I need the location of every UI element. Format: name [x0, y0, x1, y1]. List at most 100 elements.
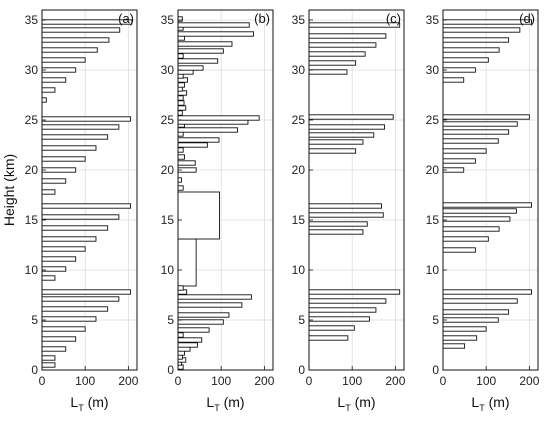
panel-b-block-0: [177, 238, 197, 287]
panel-a-bar-28: [41, 67, 77, 73]
panel-c-frame: [308, 9, 405, 371]
panel-c-ytick-label-1: 5: [298, 313, 305, 327]
panel-a-bar-24: [41, 116, 131, 122]
panel-d-ytick-label-3: 15: [426, 213, 440, 227]
panel-d-xtick-label-1: 100: [476, 374, 496, 388]
panel-b-bar-41: [177, 53, 184, 59]
panel-b-ytick-label-2: 10: [161, 263, 175, 277]
panel-a-frame: [41, 9, 138, 371]
panel-c-bar-17: [308, 51, 366, 57]
panel-c-bar-9: [308, 203, 382, 209]
panel-c-xtick-label-2: 200: [385, 374, 405, 388]
panel-a-ylabel: Height (km): [1, 154, 17, 226]
panel-d-bar-7: [442, 247, 476, 253]
panel-d-bar-5: [442, 298, 518, 304]
panel-a-bar-25: [41, 97, 47, 103]
panel-a-bar-13: [41, 236, 97, 242]
panel-d-bar-6: [442, 289, 532, 295]
panel-d-ytick-label-4: 20: [426, 163, 440, 177]
panel-b-bar-47: [177, 22, 250, 28]
panel-c-bar-13: [308, 124, 386, 130]
panel-d-bar-22: [442, 57, 489, 63]
panel-a-ytick-label-2: 10: [25, 263, 39, 277]
panel-d-bar-0: [442, 343, 466, 349]
panel-c-bar-19: [308, 33, 387, 39]
panel-b-label: (b): [254, 11, 270, 26]
panel-b-xtick-label-1: 100: [211, 374, 231, 388]
panel-b-bar-20: [177, 154, 185, 160]
panel-c-ytick-label-3: 15: [292, 213, 306, 227]
panel-d-ytick-label-6: 30: [426, 63, 440, 77]
panel-b-bar-12: [177, 302, 243, 308]
panel-b-bar-25: [177, 127, 239, 133]
panel-d-bar-14: [442, 158, 476, 164]
panel-d-bar-23: [442, 47, 500, 53]
panel-b-bar-29: [177, 110, 183, 116]
panel-c-bar-14: [308, 114, 394, 120]
panel-a-bar-12: [41, 246, 86, 252]
panel-b-xtick-label-0: 0: [175, 374, 182, 388]
panel-c-bar-11: [308, 139, 364, 145]
panel-a-bar-22: [41, 134, 109, 140]
panel-d-bar-20: [442, 77, 465, 83]
panel-b-bar-9: [177, 327, 210, 333]
panel-d-ytick-label-7: 35: [426, 13, 440, 27]
panel-c-ytick-label-7: 35: [292, 13, 306, 27]
panel-a-bar-15: [41, 214, 120, 220]
panel-c-bar-5: [308, 289, 401, 295]
panel-d-ytick-label-0: 0: [432, 363, 439, 377]
panel-b-ytick-label-7: 35: [161, 13, 175, 27]
panel-a-bar-23: [41, 124, 120, 130]
panel-a-bar-16: [41, 203, 131, 209]
panel-c-xlabel: LT (m): [337, 394, 375, 413]
panel-a-bar-1: [41, 355, 56, 361]
panel-a-bar-11: [41, 256, 77, 262]
panel-d-bar-8: [442, 236, 489, 242]
panel-a-bar-20: [41, 156, 86, 162]
panel-d-bar-21: [442, 67, 476, 73]
panel-a-bar-18: [41, 178, 67, 184]
panel-c-bar-15: [308, 69, 348, 75]
panel-d-bar-12: [442, 202, 532, 208]
panel-b-bar-30: [177, 105, 187, 111]
panel-b-ytick-label-6: 30: [161, 63, 175, 77]
panel-d-bar-15: [442, 148, 487, 154]
panel-a-bar-14: [41, 225, 109, 231]
panel-c-ytick-label-5: 25: [292, 113, 306, 127]
panel-b-ytick-label-1: 5: [167, 313, 174, 327]
panel-b-ytick-label-4: 20: [161, 163, 175, 177]
panel-b-bar-35: [177, 82, 185, 88]
panel-d-bar-1: [442, 335, 478, 341]
panel-b-ytick-label-0: 0: [167, 363, 174, 377]
panel-b-bar-10: [177, 319, 224, 325]
panel-a-xtick-label-1: 100: [75, 374, 95, 388]
panel-b-xlabel: LT (m): [206, 394, 244, 413]
panel-a-bar-4: [41, 326, 86, 332]
panel-d-frame: [442, 9, 539, 371]
panel-a-bar-8: [41, 289, 131, 295]
panel-a-ytick-label-6: 30: [25, 63, 39, 77]
panel-b-bar-42: [177, 48, 224, 54]
panel-c-xtick-label-0: 0: [306, 374, 313, 388]
panel-c-bar-6: [308, 229, 364, 235]
panel-c-bar-0: [308, 335, 349, 341]
panel-b-bar-22: [177, 142, 208, 148]
panel-d-xtick-label-2: 200: [519, 374, 539, 388]
panel-c-bar-16: [308, 60, 357, 66]
panel-b-bar-17: [177, 177, 182, 183]
panel-c-bar-3: [308, 307, 377, 313]
panel-a-bar-10: [41, 266, 67, 272]
panel-d-bar-16: [442, 138, 499, 144]
panel-b-bar-39: [177, 65, 204, 71]
panel-b-bar-7: [177, 337, 203, 343]
panel-d-xlabel: LT (m): [471, 394, 509, 413]
panel-b-frame: [177, 9, 274, 371]
panel-a-ytick-label-3: 15: [25, 213, 39, 227]
panel-b-bar-23: [177, 137, 220, 143]
panel-a-bar-32: [41, 27, 121, 33]
panel-a-bar-3: [41, 336, 77, 342]
panel-a-bar-9: [41, 275, 56, 281]
panel-a-bar-6: [41, 306, 109, 312]
